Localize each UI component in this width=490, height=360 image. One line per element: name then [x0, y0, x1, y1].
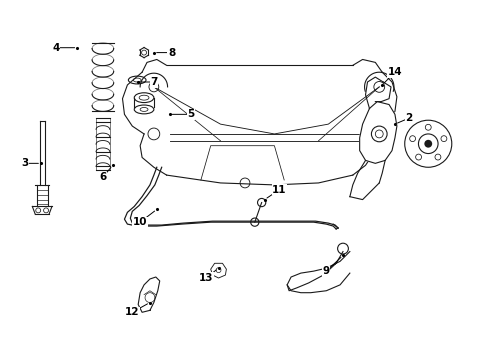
Text: 12: 12: [125, 307, 140, 317]
Text: 6: 6: [99, 172, 106, 182]
Text: 5: 5: [188, 109, 195, 120]
Text: 14: 14: [388, 67, 402, 77]
Text: 2: 2: [405, 113, 412, 123]
Text: 3: 3: [21, 158, 28, 168]
Ellipse shape: [140, 108, 148, 111]
Polygon shape: [360, 102, 397, 163]
Circle shape: [410, 136, 416, 141]
Text: 1: 1: [442, 141, 449, 151]
Ellipse shape: [128, 76, 146, 84]
Text: 8: 8: [168, 48, 175, 58]
Text: 7: 7: [150, 77, 158, 87]
Ellipse shape: [134, 105, 154, 114]
Text: 10: 10: [133, 217, 147, 227]
Ellipse shape: [133, 78, 141, 82]
Text: 13: 13: [198, 273, 213, 283]
Text: 4: 4: [52, 43, 60, 53]
Polygon shape: [138, 277, 160, 312]
Ellipse shape: [134, 93, 154, 103]
Circle shape: [435, 154, 441, 160]
Circle shape: [258, 198, 266, 207]
Polygon shape: [211, 263, 226, 278]
Circle shape: [251, 218, 259, 226]
Circle shape: [418, 134, 438, 154]
Circle shape: [405, 120, 452, 167]
Circle shape: [416, 154, 421, 160]
Circle shape: [425, 124, 431, 130]
Circle shape: [338, 243, 348, 254]
Circle shape: [371, 126, 387, 142]
Text: 11: 11: [272, 185, 287, 195]
Circle shape: [441, 136, 447, 141]
Circle shape: [424, 140, 432, 148]
Ellipse shape: [139, 95, 149, 100]
Text: 9: 9: [323, 266, 330, 276]
